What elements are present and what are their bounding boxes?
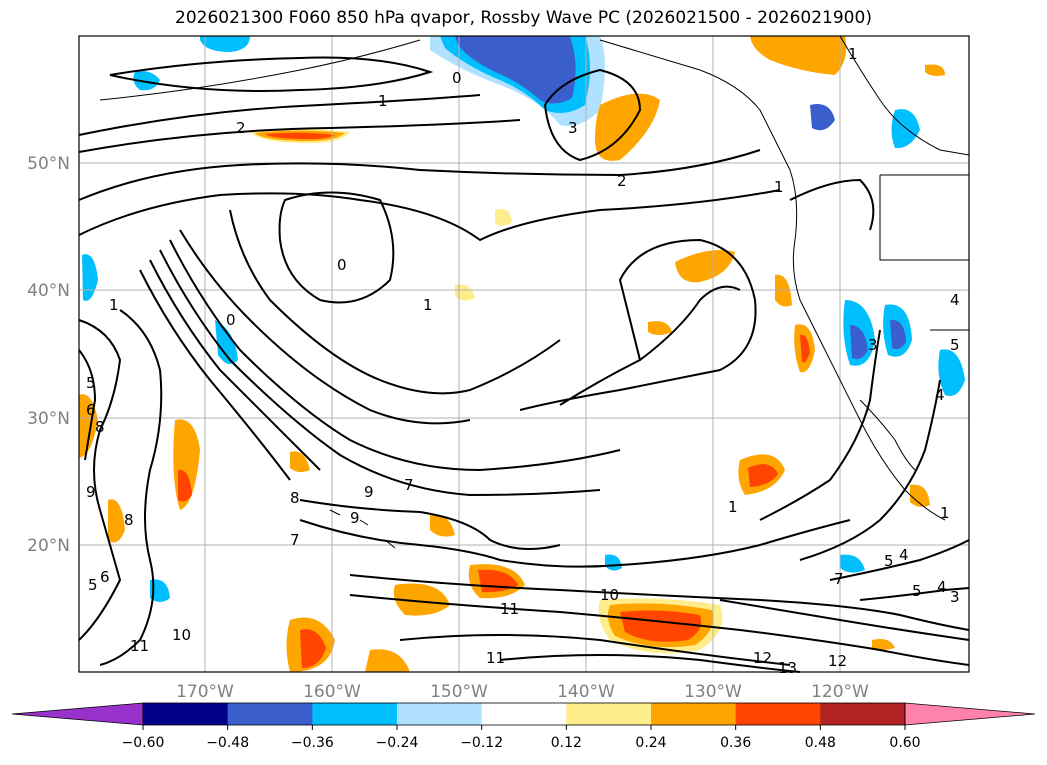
colorbar-segment xyxy=(143,703,229,725)
colorbar-tick-label: −0.12 xyxy=(460,735,503,751)
contour-label: 8 xyxy=(290,489,300,507)
colorbar-tick-label: 0.48 xyxy=(805,735,836,751)
contour-labels: 0 1 2 3 2 1 0 1 0 1 5 6 9 8 9 8 9 7 6 5 … xyxy=(86,45,960,677)
contour-label: 5 xyxy=(88,576,98,594)
contour-label: 6 xyxy=(86,401,96,419)
colorbar-tick-label: 0.60 xyxy=(889,735,920,751)
contours xyxy=(78,56,970,673)
contour-label: 8 xyxy=(95,418,105,436)
lon-label: 150°W xyxy=(430,682,488,702)
contour-label: 9 xyxy=(350,509,360,527)
colorbar-segment xyxy=(397,703,483,725)
contour-label: 7 xyxy=(834,570,844,588)
lon-label: 130°W xyxy=(684,682,742,702)
contour-label: 5 xyxy=(884,552,894,570)
lon-label: 170°W xyxy=(176,682,234,702)
contour-label: 0 xyxy=(452,69,462,87)
contour-label: 7 xyxy=(290,531,300,549)
contour-label: 0 xyxy=(226,311,236,329)
colorbar-frame xyxy=(142,702,906,726)
map-panel: 0 1 2 3 2 1 0 1 0 1 5 6 9 8 9 8 9 7 6 5 … xyxy=(78,35,970,677)
colorbar-segment xyxy=(566,703,652,725)
coastlines xyxy=(99,35,970,549)
contour-label: 1 xyxy=(423,296,433,314)
contour-label: 4 xyxy=(899,546,909,564)
lon-label: 120°W xyxy=(811,682,869,702)
contour-label: 12 xyxy=(828,652,847,670)
contour-label: 1 xyxy=(728,498,738,516)
map-frame xyxy=(78,35,970,673)
colorbar-tick-label: −0.60 xyxy=(122,735,165,751)
contour-label: 1 xyxy=(774,178,784,196)
contour-label: 1 xyxy=(848,45,858,63)
contour-label: 1 xyxy=(378,92,388,110)
contour-label: 7 xyxy=(404,476,414,494)
gridlines xyxy=(79,36,969,672)
contour-label: 10 xyxy=(600,586,619,604)
colorbar-tick-label: 0.24 xyxy=(635,735,666,751)
contour-label: 5 xyxy=(912,582,922,600)
contour-label: 9 xyxy=(364,483,374,501)
contour-label: 4 xyxy=(937,578,947,596)
contour-label: 13 xyxy=(778,659,797,677)
lon-label: 160°W xyxy=(303,682,361,702)
contour-label: 5 xyxy=(86,374,96,392)
contour-label: 1 xyxy=(940,504,950,522)
colorbar-tick-label: −0.48 xyxy=(206,735,249,751)
contour-label: 3 xyxy=(568,119,578,137)
colorbar-tick-label: 0.12 xyxy=(551,735,582,751)
colorbar-segment xyxy=(735,703,821,725)
contour-label: 2 xyxy=(236,119,246,137)
colorbar-tick-label: −0.24 xyxy=(376,735,419,751)
lat-labels: 50°N 40°N 30°N 20°N xyxy=(27,154,70,556)
contour-label: 9 xyxy=(86,483,96,501)
contour-label: 4 xyxy=(935,386,945,404)
contour-label: 11 xyxy=(500,600,519,618)
contour-label: 4 xyxy=(950,291,960,309)
lat-label: 50°N xyxy=(27,154,70,174)
lat-label: 20°N xyxy=(27,536,70,556)
colorbar-extend-high xyxy=(904,702,1036,726)
colorbar-tick-label: −0.36 xyxy=(291,735,334,751)
contour-label: 5 xyxy=(950,336,960,354)
colorbar-extend-low xyxy=(11,702,144,726)
lon-labels: 170°W 160°W 150°W 140°W 130°W 120°W xyxy=(176,682,869,702)
map-title: 2026021300 F060 850 hPa qvapor, Rossby W… xyxy=(175,8,872,28)
colorbar-segment xyxy=(312,703,398,725)
contour-label: 6 xyxy=(100,568,110,586)
colorbar-segment xyxy=(820,703,906,725)
contour-label: 3 xyxy=(950,588,960,606)
contour-label: 2 xyxy=(617,172,627,190)
colorbar-segment xyxy=(481,703,567,725)
contour-label: 1 xyxy=(109,296,119,314)
lat-label: 30°N xyxy=(27,409,70,429)
contour-label: 8 xyxy=(124,511,134,529)
contour-label: 3 xyxy=(868,336,878,354)
colorbar-segment xyxy=(651,703,737,725)
contour-label: 10 xyxy=(172,626,191,644)
colorbar: −0.60 −0.48 −0.36 −0.24 −0.12 0.12 0.24 0.36 0.4… xyxy=(11,702,1036,751)
contour-label: 0 xyxy=(337,256,347,274)
anomaly-fills xyxy=(79,36,965,672)
contour-label: 11 xyxy=(130,637,149,655)
contour-label: 11 xyxy=(486,649,505,667)
colorbar-tick-label: 0.36 xyxy=(720,735,751,751)
contour-label: 12 xyxy=(753,649,772,667)
colorbar-segment xyxy=(227,703,313,725)
lon-label: 140°W xyxy=(557,682,615,702)
lat-label: 40°N xyxy=(27,281,70,301)
